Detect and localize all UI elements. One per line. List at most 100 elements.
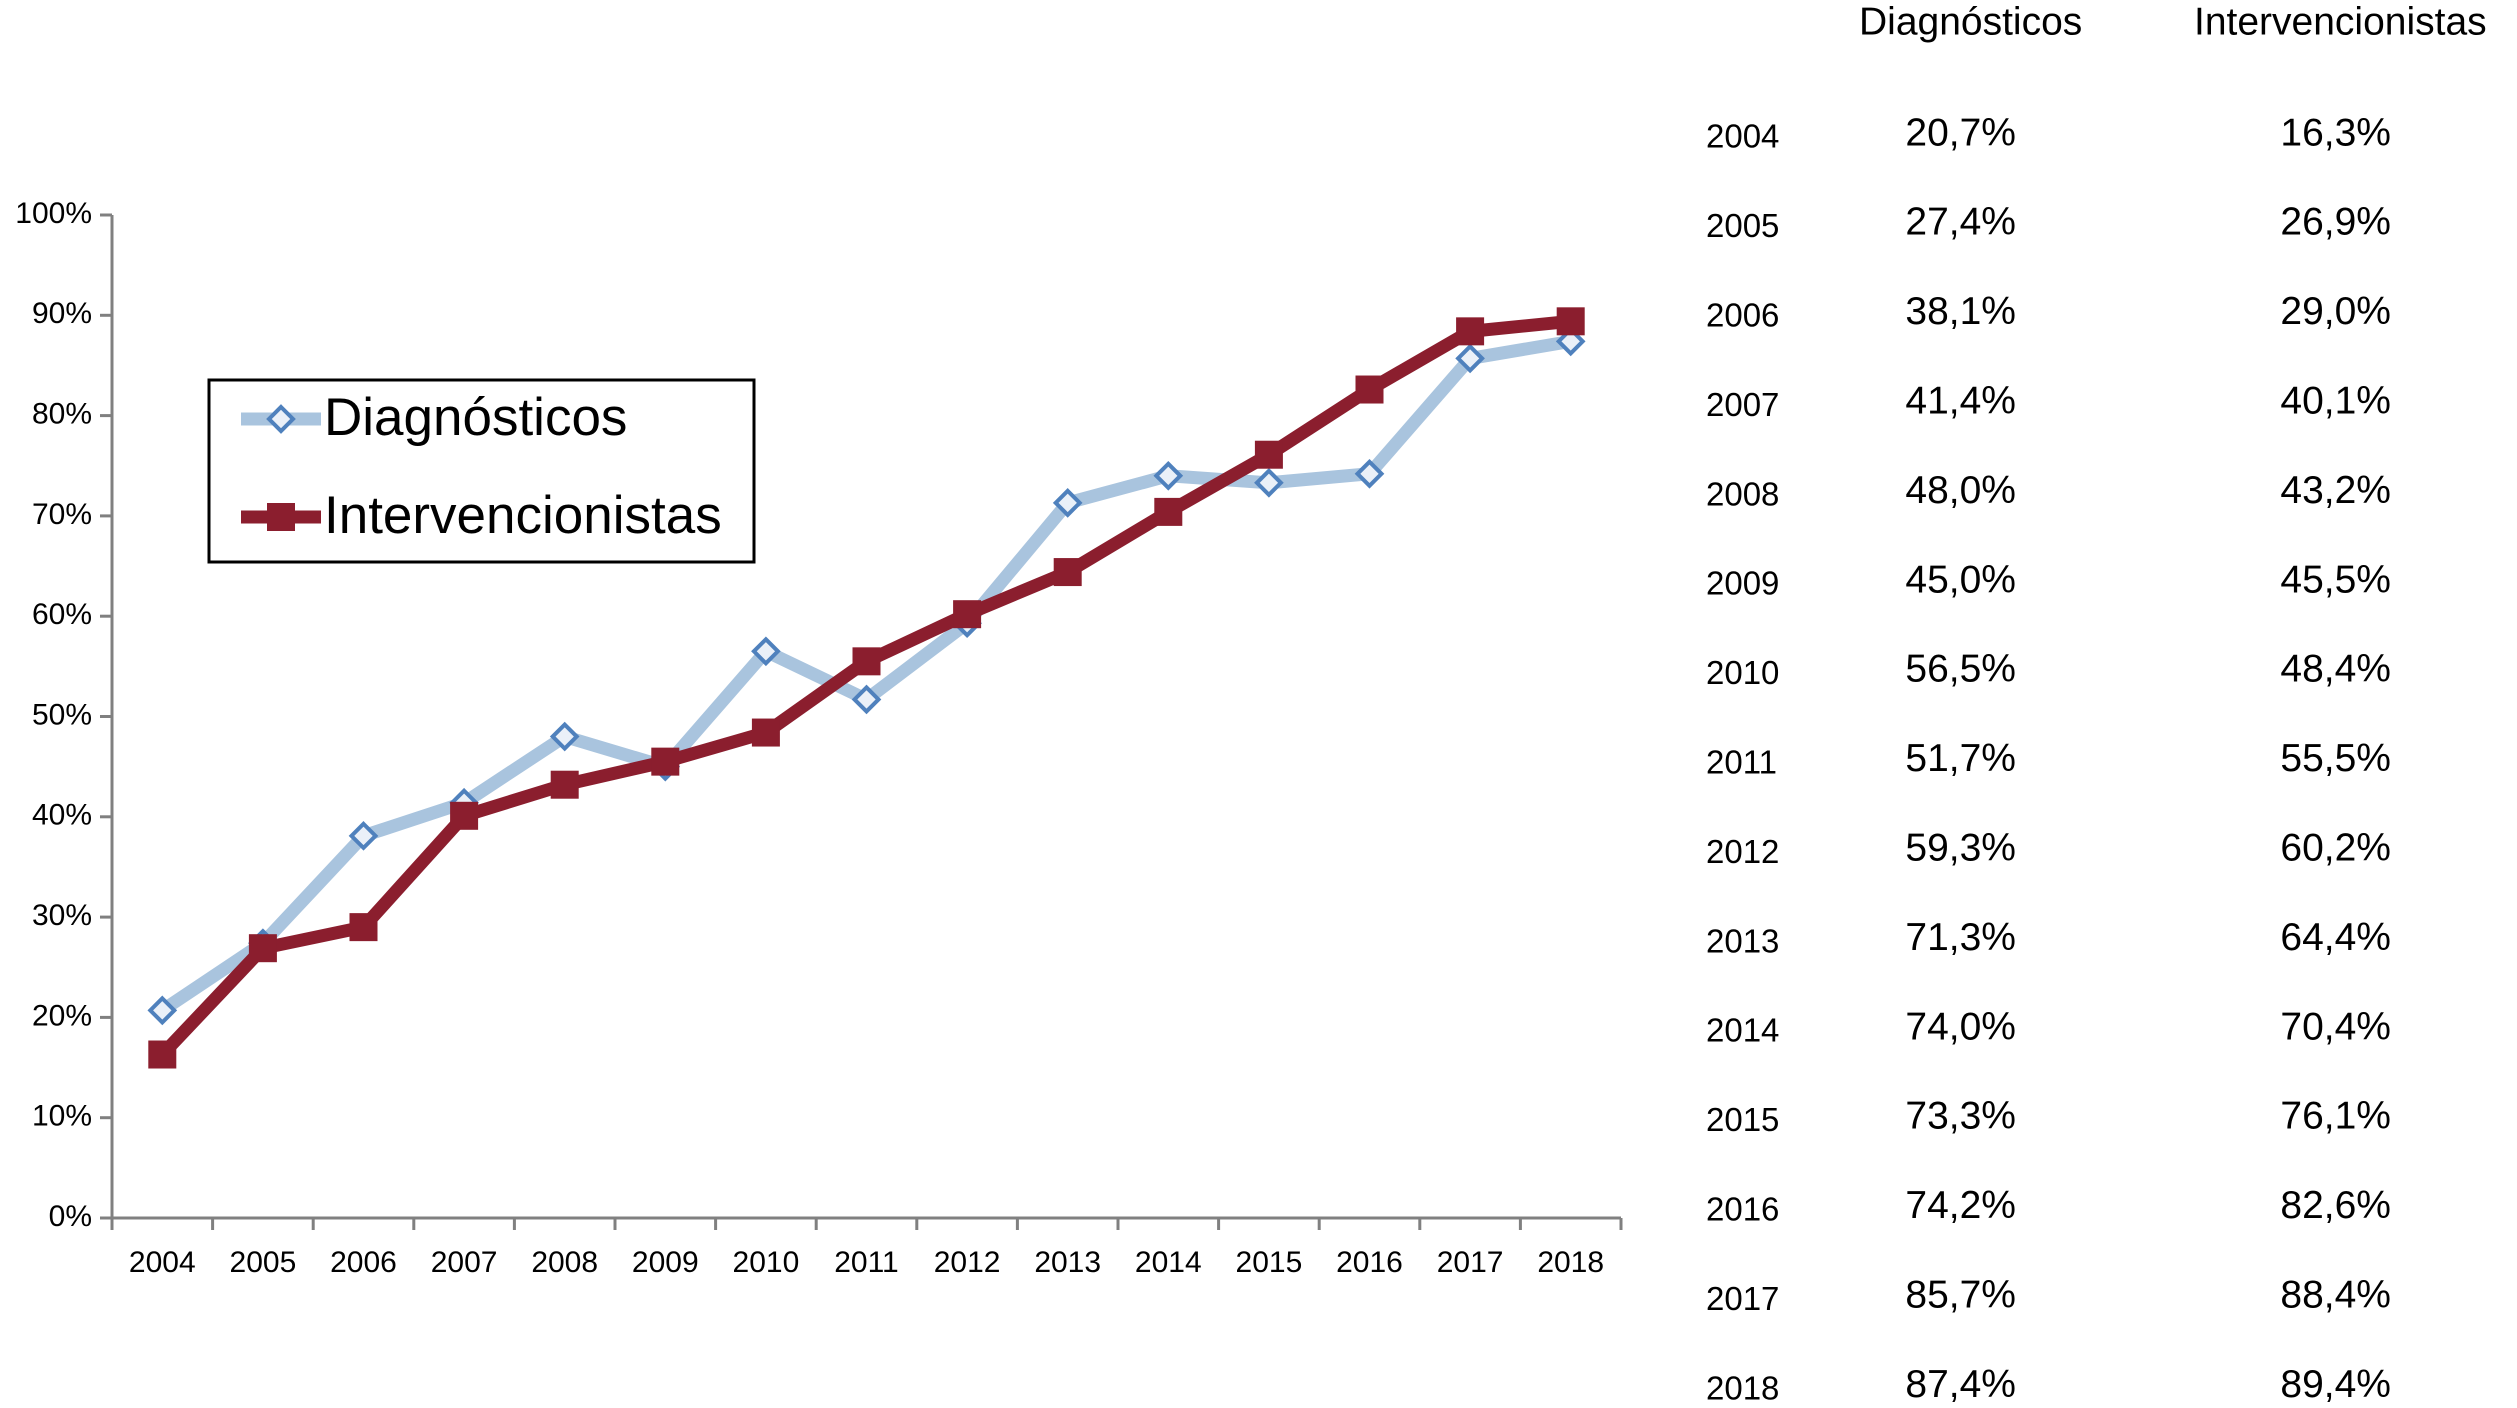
marker bbox=[148, 1040, 177, 1069]
table-value: 43,2% bbox=[2280, 469, 2391, 512]
marker bbox=[851, 684, 882, 715]
y-tick-label: 90% bbox=[32, 297, 92, 330]
table-header: Diagnósticos bbox=[1859, 0, 2082, 43]
table-value: 51,7% bbox=[1905, 737, 2016, 780]
table-value: 74,0% bbox=[1905, 1005, 2016, 1048]
x-tick-label: 2014 bbox=[1135, 1246, 1202, 1279]
table-value: 56,5% bbox=[1905, 648, 2016, 691]
x-tick-label: 2009 bbox=[632, 1246, 699, 1279]
marker bbox=[1053, 558, 1082, 587]
marker bbox=[1153, 460, 1184, 491]
x-tick-label: 2007 bbox=[431, 1246, 498, 1279]
table-value: 27,4% bbox=[1905, 201, 2016, 244]
table-year: 2007 bbox=[1706, 386, 1779, 423]
marker bbox=[1254, 467, 1284, 498]
y-tick-label: 60% bbox=[32, 598, 92, 631]
x-tick-label: 2008 bbox=[531, 1246, 598, 1279]
marker bbox=[651, 747, 680, 776]
marker bbox=[1154, 497, 1183, 526]
table-value: 87,4% bbox=[1905, 1363, 2016, 1406]
table-year: 2018 bbox=[1706, 1369, 1779, 1406]
table-value: 41,4% bbox=[1905, 379, 2016, 422]
table-value: 82,6% bbox=[2280, 1184, 2391, 1227]
x-tick-label: 2012 bbox=[934, 1246, 1001, 1279]
table-year: 2014 bbox=[1706, 1012, 1779, 1049]
table-value: 45,0% bbox=[1905, 558, 2016, 601]
table-year: 2004 bbox=[1706, 118, 1779, 155]
marker bbox=[852, 647, 881, 676]
table-value: 64,4% bbox=[2280, 916, 2391, 959]
y-tick-label: 40% bbox=[32, 799, 92, 832]
x-tick-label: 2018 bbox=[1537, 1246, 1604, 1279]
marker bbox=[1455, 343, 1485, 374]
y-tick-label: 100% bbox=[15, 197, 92, 230]
table-year: 2005 bbox=[1706, 207, 1779, 244]
y-tick-label: 50% bbox=[32, 698, 92, 731]
legend-marker bbox=[266, 404, 296, 434]
legend-label: Intervencionistas bbox=[324, 486, 722, 545]
y-tick-label: 10% bbox=[32, 1100, 92, 1133]
y-tick-label: 0% bbox=[49, 1200, 92, 1233]
table-value: 29,0% bbox=[2280, 290, 2391, 333]
marker bbox=[953, 600, 982, 629]
marker bbox=[1555, 326, 1586, 357]
y-tick-label: 30% bbox=[32, 899, 92, 932]
table-year: 2012 bbox=[1706, 833, 1779, 870]
table-value: 88,4% bbox=[2280, 1273, 2391, 1316]
marker bbox=[147, 995, 178, 1026]
marker bbox=[751, 636, 781, 667]
x-tick-label: 2016 bbox=[1336, 1246, 1403, 1279]
legend-label: Diagnósticos bbox=[324, 388, 627, 447]
table-value: 59,3% bbox=[1905, 826, 2016, 869]
table-value: 40,1% bbox=[2280, 379, 2391, 422]
table-year: 2011 bbox=[1706, 744, 1777, 781]
table-year: 2016 bbox=[1706, 1191, 1779, 1228]
legend-box bbox=[207, 378, 756, 564]
table-value: 70,4% bbox=[2280, 1005, 2391, 1048]
table-value: 48,0% bbox=[1905, 469, 2016, 512]
marker bbox=[550, 770, 579, 799]
marker bbox=[349, 913, 378, 942]
legend-marker bbox=[267, 503, 295, 531]
table-value: 16,3% bbox=[2280, 111, 2391, 154]
marker bbox=[348, 821, 379, 851]
x-tick-label: 2015 bbox=[1236, 1246, 1303, 1279]
table-value: 55,5% bbox=[2280, 737, 2391, 780]
table-year: 2009 bbox=[1706, 565, 1779, 602]
table-header: Intervencionistas bbox=[2194, 0, 2487, 43]
table-year: 2017 bbox=[1706, 1280, 1779, 1317]
table-value: 71,3% bbox=[1905, 916, 2016, 959]
x-tick-label: 2017 bbox=[1437, 1246, 1504, 1279]
table-year: 2013 bbox=[1706, 922, 1779, 959]
table-value: 76,1% bbox=[2280, 1095, 2391, 1138]
x-tick-label: 2006 bbox=[330, 1246, 397, 1279]
table-year: 2010 bbox=[1706, 654, 1779, 691]
table-value: 45,5% bbox=[2280, 558, 2391, 601]
y-tick-label: 80% bbox=[32, 398, 92, 431]
x-tick-label: 2004 bbox=[129, 1246, 196, 1279]
x-tick-label: 2013 bbox=[1034, 1246, 1101, 1279]
table-value: 60,2% bbox=[2280, 826, 2391, 869]
marker bbox=[549, 721, 580, 752]
table-year: 2015 bbox=[1706, 1101, 1779, 1138]
x-tick-label: 2005 bbox=[230, 1246, 297, 1279]
table-value: 73,3% bbox=[1905, 1095, 2016, 1138]
table-value: 74,2% bbox=[1905, 1184, 2016, 1227]
marker bbox=[248, 934, 277, 963]
table-value: 26,9% bbox=[2280, 201, 2391, 244]
x-tick-label: 2010 bbox=[733, 1246, 800, 1279]
marker bbox=[450, 801, 479, 830]
marker bbox=[1254, 440, 1283, 469]
marker bbox=[1354, 458, 1385, 489]
table-year: 2008 bbox=[1706, 475, 1779, 512]
table-value: 20,7% bbox=[1905, 111, 2016, 154]
table-value: 89,4% bbox=[2280, 1363, 2391, 1406]
marker bbox=[1052, 488, 1083, 518]
table-value: 38,1% bbox=[1905, 290, 2016, 333]
table-value: 85,7% bbox=[1905, 1273, 2016, 1316]
x-tick-label: 2011 bbox=[834, 1246, 899, 1279]
table-year: 2006 bbox=[1706, 297, 1779, 334]
marker bbox=[1355, 375, 1384, 404]
